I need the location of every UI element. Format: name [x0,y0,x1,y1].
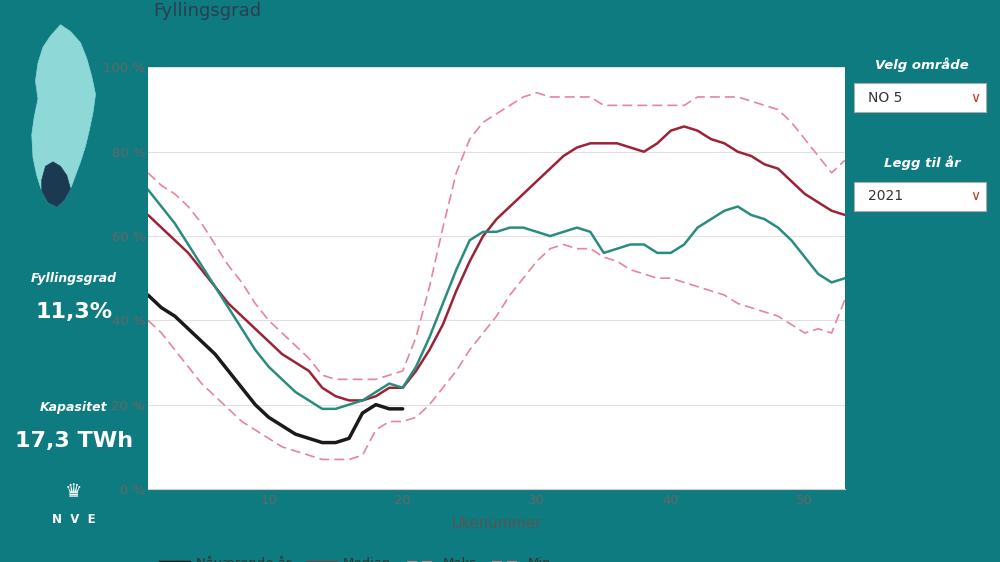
Legend: Nåværende år, Median, Maks, Min: Nåværende år, Median, Maks, Min [155,551,557,562]
Text: 17,3 TWh: 17,3 TWh [15,431,133,451]
Polygon shape [32,25,96,207]
Text: ♛: ♛ [65,482,83,501]
Polygon shape [42,162,70,207]
Text: NO 5: NO 5 [868,91,902,105]
Text: Legg til år: Legg til år [884,156,960,170]
Text: 11,3%: 11,3% [35,302,113,322]
Text: Fyllingsgrad: Fyllingsgrad [153,2,261,20]
Text: Kapasitet: Kapasitet [40,401,108,414]
Text: Fyllingsgrad: Fyllingsgrad [31,271,117,285]
Text: ∨: ∨ [970,189,980,203]
Text: N  V  E: N V E [52,513,96,527]
Text: ∨: ∨ [970,91,980,105]
Text: 2021: 2021 [868,189,903,203]
Text: Velg område: Velg område [875,57,969,72]
X-axis label: Ukenummer: Ukenummer [451,516,542,531]
